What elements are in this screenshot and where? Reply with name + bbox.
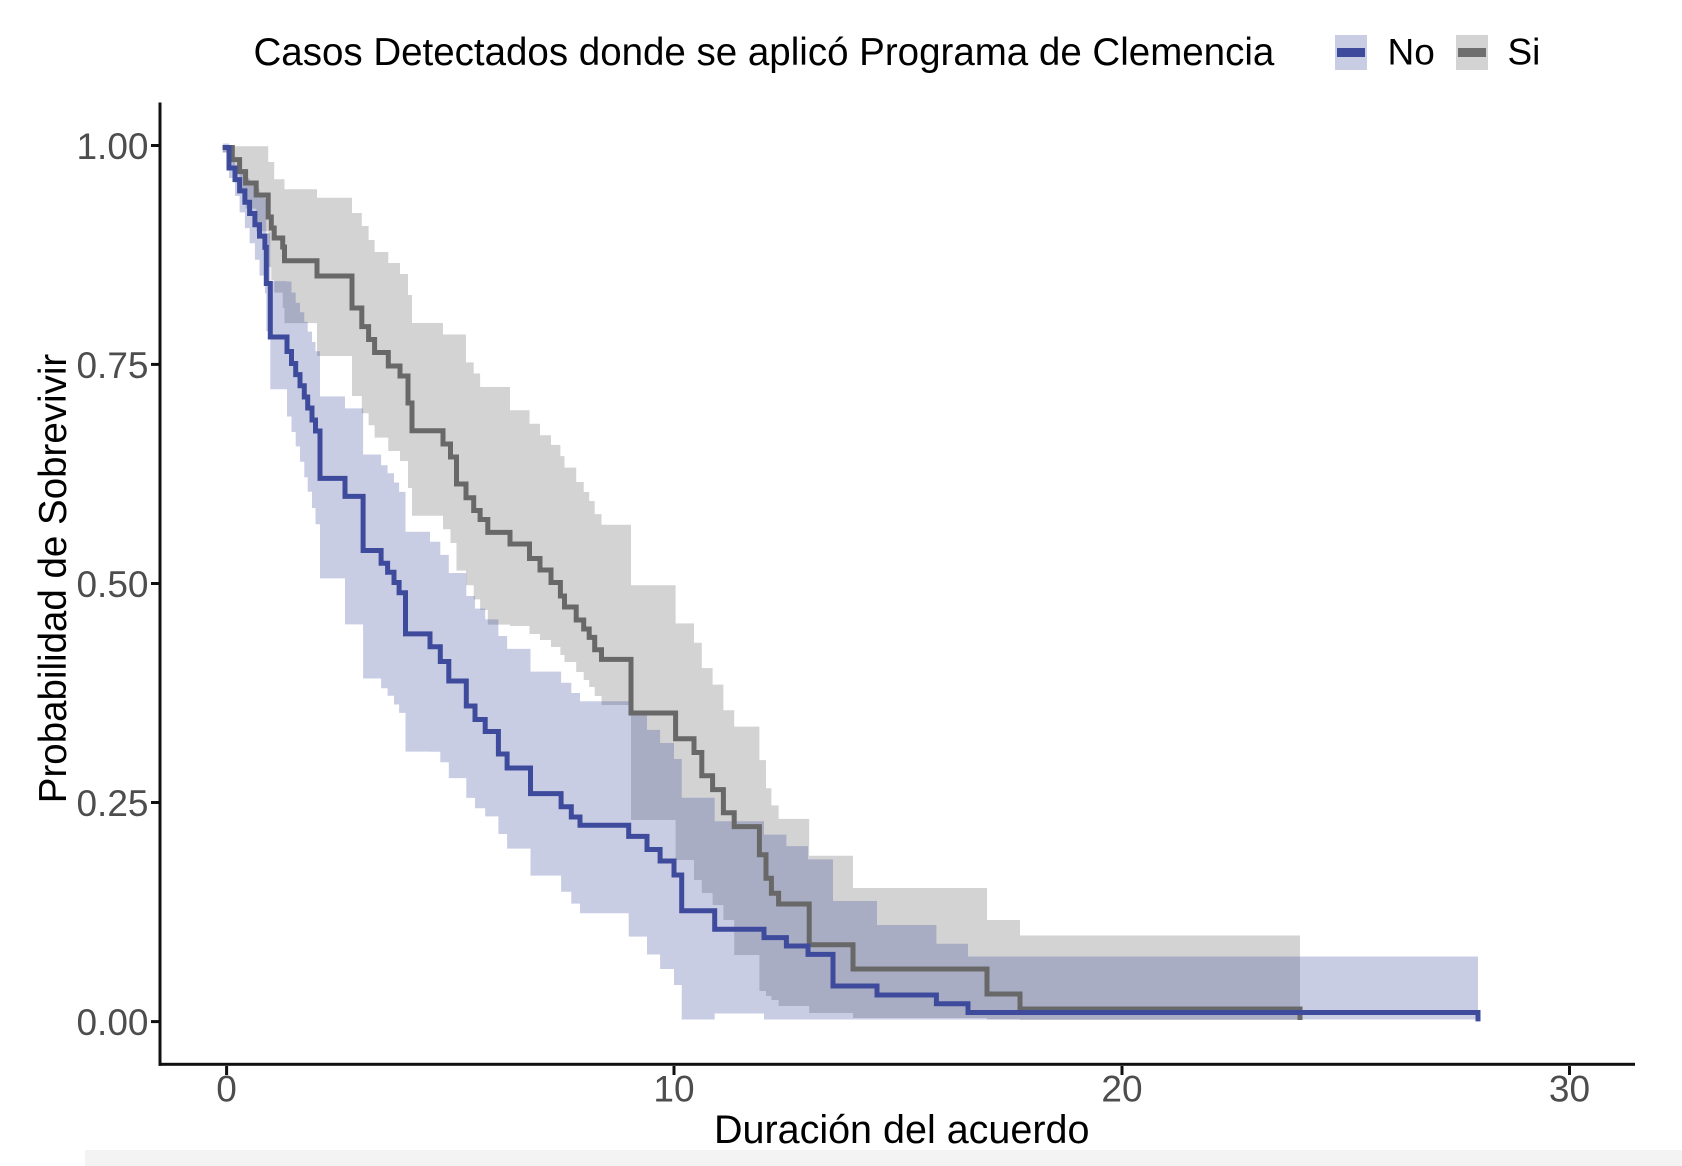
svg-text:Duración del acuerdo: Duración del acuerdo (714, 1108, 1089, 1152)
svg-text:Casos Detectados donde se apli: Casos Detectados donde se aplicó Program… (254, 31, 1275, 74)
svg-text:20: 20 (1101, 1069, 1142, 1110)
svg-text:10: 10 (653, 1069, 694, 1110)
svg-text:0.00: 0.00 (76, 1002, 148, 1043)
svg-text:Si: Si (1508, 32, 1541, 73)
svg-text:0.25: 0.25 (76, 783, 148, 824)
svg-text:30: 30 (1549, 1069, 1590, 1110)
svg-text:0.50: 0.50 (76, 564, 148, 605)
svg-text:0.75: 0.75 (76, 345, 148, 386)
svg-text:0: 0 (216, 1069, 237, 1110)
svg-text:1.00: 1.00 (76, 126, 148, 167)
svg-text:No: No (1388, 32, 1435, 73)
svg-text:Probabilidad de Sobrevivir: Probabilidad de Sobrevivir (32, 354, 75, 804)
